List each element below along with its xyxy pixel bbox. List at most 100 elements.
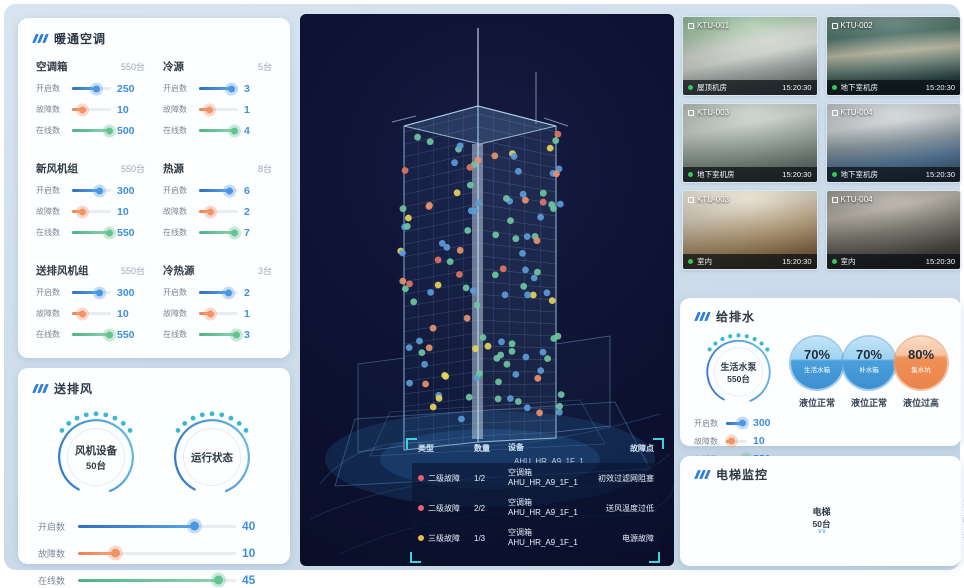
metric-value: 10 [753,435,783,447]
slider-track[interactable] [199,129,238,132]
metric-value: 550 [117,227,145,239]
fault-level-cell: 三级故障 [412,533,474,544]
slider-thumb[interactable] [739,420,746,427]
slider-track[interactable] [199,87,238,90]
slider-thumb[interactable] [207,310,214,317]
metric-value: 1 [244,308,272,320]
slider-track[interactable] [199,210,238,213]
metric-label: 在线数 [36,227,66,238]
tank-name: 集水坑 [895,364,947,374]
metric-row-在线数: 在线数 550 [36,226,145,239]
water-tank-3: 80%集水坑液位过高 [895,337,947,409]
device-type: 空调箱 [508,468,592,478]
slider-thumb[interactable] [106,331,113,338]
camera-timestamp: 15:20:30 [782,83,811,92]
slider-track[interactable] [78,525,236,528]
device-type: 空调箱 [508,498,592,508]
slider-thumb[interactable] [106,229,113,236]
slider-thumb[interactable] [206,106,213,113]
slider-track[interactable] [72,108,111,111]
slider-thumb[interactable] [228,85,235,92]
camera-location: 室内 [841,256,922,267]
slider-thumb[interactable] [96,187,103,194]
group-name: 冷热源 [163,263,258,278]
slider-track[interactable] [72,87,111,90]
slider-thumb[interactable] [728,438,735,445]
slider-thumb[interactable] [106,127,113,134]
fault-level-cell: 二级故障 [412,473,474,484]
slider-track[interactable] [199,291,238,294]
slider-track[interactable] [199,333,238,336]
slider-thumb[interactable] [93,85,100,92]
slider-track[interactable] [199,312,238,315]
slider-track[interactable] [72,129,111,132]
slider-thumb[interactable] [226,187,233,194]
fault-level-text: 三级故障 [428,533,460,544]
metric-label: 在线数 [36,329,66,340]
bracket-corner-icon [649,552,660,563]
slider-track[interactable] [199,108,238,111]
metric-label: 故障数 [36,308,66,319]
panel-slashes-icon [696,470,709,479]
slider-thumb[interactable] [225,289,232,296]
slider-track[interactable] [72,312,111,315]
slider-track[interactable] [72,333,111,336]
fan-gauge-2: 运行状态 [166,411,258,503]
slider-track[interactable] [199,231,238,234]
slider-thumb[interactable] [79,208,86,215]
slider-thumb[interactable] [111,549,120,558]
panel-slashes-icon [34,34,47,43]
slider-track[interactable] [72,291,111,294]
slider-track[interactable] [199,189,238,192]
slider-thumb[interactable] [79,310,86,317]
camera-timestamp: 15:20:30 [782,170,811,179]
slider-thumb[interactable] [96,289,103,296]
group-name: 热源 [163,161,258,176]
slider-thumb[interactable] [190,522,199,531]
slider-thumb[interactable] [214,576,223,585]
slider-track[interactable] [78,552,236,555]
slider-thumb[interactable] [233,331,240,338]
camera-id: KTU-001 [688,21,729,30]
gauge-label: 生活水泵 [720,360,756,373]
metric-label: 在线数 [36,125,66,136]
slider-track[interactable] [72,210,111,213]
slider-track[interactable] [78,579,236,582]
slider-thumb[interactable] [231,127,238,134]
slider-thumb[interactable] [231,229,238,236]
live-dot-icon [688,172,693,177]
metric-value: 300 [117,287,145,299]
slider-track[interactable] [726,422,747,425]
slider-thumb[interactable] [207,208,214,215]
gauge-sub: 50台 [86,458,106,472]
metric-value: 10 [117,308,145,320]
slider-track[interactable] [72,231,111,234]
slider-fill [72,210,82,213]
slider-thumb[interactable] [79,106,86,113]
slider-track[interactable] [726,440,747,443]
slider-track[interactable] [72,189,111,192]
metric-label: 故障数 [694,436,720,447]
bracket-corner-icon [406,438,417,449]
